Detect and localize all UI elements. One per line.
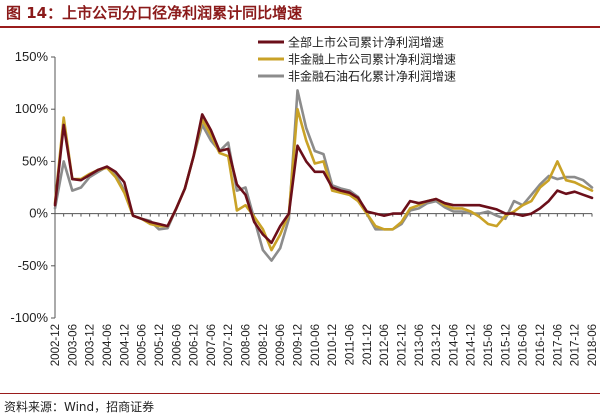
x-tick-label: 2014-12 xyxy=(466,324,478,366)
x-tick-label: 2017-12 xyxy=(570,324,582,366)
legend-label-1: 全部上市公司累计净利润增速 xyxy=(288,35,444,50)
x-tick-label: 2009-06 xyxy=(275,324,287,366)
legend-label-3: 非金融石油石化累计净利润增速 xyxy=(288,69,456,84)
x-tick-label: 2004-06 xyxy=(102,324,114,366)
source-note: 资料来源：Wind，招商证券 xyxy=(4,400,155,414)
x-tick-label: 2016-12 xyxy=(535,324,547,366)
y-tick-label: 100% xyxy=(15,101,49,116)
series-line-3 xyxy=(53,89,594,262)
x-tick-label: 2006-12 xyxy=(189,324,201,366)
x-tick-label: 2008-12 xyxy=(258,324,270,366)
x-tick-label: 2009-12 xyxy=(293,324,305,366)
x-tick-label: 2010-12 xyxy=(327,324,339,366)
x-tick-label: 2010-06 xyxy=(310,324,322,366)
legend: 全部上市公司累计净利润增速非金融上市公司累计净利润增速非金融石油石化累计净利润增… xyxy=(258,35,456,84)
x-tick-label: 2007-12 xyxy=(223,324,235,366)
x-tick-label: 2007-06 xyxy=(206,324,218,366)
y-tick-label: 150% xyxy=(15,49,49,64)
line-chart: -100%-50%0%50%100%150% 2002-12 2003-06 200… xyxy=(10,35,599,367)
x-tick-label: 2012-06 xyxy=(379,324,391,366)
x-tick-label: 2013-06 xyxy=(414,324,426,366)
x-tick-label: 2002-12 xyxy=(50,324,62,366)
x-tick-label: 2015-06 xyxy=(483,324,495,366)
series-line-1 xyxy=(53,113,594,245)
series-lines xyxy=(53,89,594,262)
chart-title: 图 14：上市公司分口径净利润累计同比增速 xyxy=(6,4,303,22)
x-tick-label: 2005-06 xyxy=(137,324,149,366)
x-axis: 2002-12 2003-06 2003-12 2004-06 2004-12 2005-… xyxy=(50,213,599,366)
y-tick-label: 50% xyxy=(22,153,48,168)
x-tick-label: 2011-06 xyxy=(344,324,356,365)
x-tick-label: 2004-12 xyxy=(119,324,131,366)
x-tick-label: 2012-12 xyxy=(396,324,408,366)
x-tick-label: 2008-06 xyxy=(241,324,253,366)
x-tick-label: 2013-12 xyxy=(431,324,443,366)
x-tick-label: 2006-06 xyxy=(171,324,183,366)
x-tick-label: 2016-06 xyxy=(518,324,530,366)
x-tick-label: 2011-12 xyxy=(362,324,374,365)
x-tick-label: 2003-12 xyxy=(85,324,97,366)
title-divider xyxy=(0,26,600,28)
legend-label-2: 非金融上市公司累计净利润增速 xyxy=(288,52,456,67)
y-axis: -100% -50% 0% 50% 100% 150% xyxy=(10,49,56,325)
y-tick-label: -100% xyxy=(10,310,48,325)
x-tick-label: 2014-06 xyxy=(448,324,460,366)
source-divider xyxy=(0,393,600,394)
series-line-2 xyxy=(53,107,594,252)
x-tick-label: 2005-12 xyxy=(154,324,166,366)
x-tick-label: 2003-06 xyxy=(67,324,79,366)
x-tick-label: 2017-06 xyxy=(552,324,564,366)
x-tick-label: 2015-12 xyxy=(500,324,512,366)
y-tick-label: 0% xyxy=(29,206,48,221)
y-tick-label: -50% xyxy=(18,258,49,273)
x-tick-label: 2018-06 xyxy=(587,324,599,366)
